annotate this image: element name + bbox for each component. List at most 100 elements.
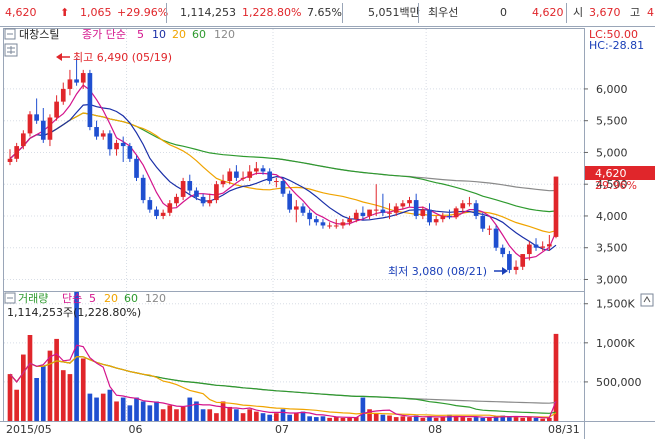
candle-body — [313, 219, 319, 223]
candle-body — [87, 73, 93, 128]
candle-body — [260, 168, 266, 172]
divider — [166, 3, 167, 23]
scroll-up-icon — [643, 296, 651, 303]
scroll-up-icon[interactable] — [640, 293, 654, 307]
volume-bar — [453, 416, 459, 421]
volume-bar — [220, 401, 226, 421]
current-price-tag — [585, 166, 655, 180]
volume-bar — [120, 397, 126, 421]
volume-bar — [187, 397, 193, 421]
volume-bar — [34, 378, 39, 421]
candle-body — [393, 206, 399, 213]
candle-body — [214, 184, 219, 201]
candle-body — [107, 133, 113, 150]
volume-bar — [14, 389, 19, 421]
turnover-rate: 7.65% — [307, 6, 342, 19]
candle-body — [120, 142, 126, 147]
volume-bar — [27, 335, 33, 421]
price-tick-label: 3,500 — [596, 242, 628, 255]
candle-body — [160, 212, 166, 216]
candle-body — [553, 176, 559, 237]
candle-body — [520, 254, 526, 267]
volume-bar — [433, 417, 439, 421]
volume-tick-label: 1,000K — [596, 337, 635, 350]
current-price-tag-text: 4,620 — [595, 167, 627, 180]
candle-body — [387, 212, 392, 214]
volume-bar — [114, 401, 119, 421]
volume-bar — [180, 406, 186, 421]
candle-body — [433, 219, 439, 223]
candle-body — [473, 203, 479, 216]
candle-body — [254, 168, 259, 172]
candle-body — [513, 266, 519, 270]
candle-body — [467, 203, 472, 205]
stock-chart[interactable]: 6,000 5,500 5,000 4,500 4,000 3,500 3,000 1,500… — [0, 27, 655, 439]
candle-body — [347, 219, 352, 223]
volume-bar — [147, 405, 153, 421]
ma-legend-10: 10 — [152, 28, 166, 41]
volume-bar — [513, 417, 519, 421]
volume-bar — [307, 416, 312, 421]
vol-ma-legend-60: 60 — [124, 292, 138, 305]
candle-body — [380, 209, 386, 213]
candle-body — [67, 79, 73, 89]
grid-settings-icon — [7, 46, 15, 54]
volume-bar — [493, 416, 499, 421]
candle-body — [280, 181, 286, 194]
volume-bar — [107, 389, 113, 421]
candle-body — [54, 101, 59, 118]
candle-body — [327, 225, 332, 227]
candle-body — [274, 181, 279, 183]
candle-body — [34, 114, 39, 121]
volume-bars — [7, 292, 559, 421]
price-tick-label: 5,000 — [596, 146, 628, 159]
candle-body — [460, 203, 466, 209]
candle-body — [114, 142, 119, 150]
candle-body — [453, 208, 459, 218]
candle-body — [293, 206, 299, 210]
vol-ma5-line — [9, 344, 557, 419]
volume-bar — [94, 397, 99, 421]
candle-body — [340, 222, 346, 226]
grid — [4, 29, 584, 421]
volume-bar — [447, 414, 452, 421]
candle-body — [134, 158, 139, 178]
volume-current-label: 1,114,253주(1,228.80%) — [7, 306, 141, 319]
best-ask-qty: 0 — [500, 6, 507, 19]
candlesticks — [7, 57, 559, 275]
volume-bar — [174, 409, 179, 421]
vol-ma-legend-5: 5 — [89, 292, 96, 305]
candle-body — [400, 203, 406, 207]
volume-bar — [20, 354, 26, 421]
volume-bar — [60, 370, 66, 421]
candle-body — [420, 209, 426, 216]
candle-body — [74, 79, 79, 83]
volume-bar — [327, 417, 332, 421]
volume-value: 1,114,253 — [180, 6, 236, 19]
volume-bar — [280, 409, 286, 421]
price-tick-label: 4,500 — [596, 178, 628, 191]
volume-tick-label: 1,500K — [596, 298, 635, 311]
divider — [342, 3, 343, 23]
stock-name: 대창스틸 — [19, 28, 59, 41]
candle-body — [507, 254, 512, 270]
candle-body — [27, 114, 33, 134]
candle-body — [447, 215, 452, 218]
volume-bar — [54, 338, 59, 421]
candle-body — [547, 244, 552, 247]
candle-body — [287, 193, 292, 210]
volume-bar — [373, 413, 379, 421]
volume-bar — [214, 413, 219, 421]
volume-bar — [234, 409, 239, 421]
volume-bar — [533, 417, 539, 421]
price-tick-label: 6,000 — [596, 83, 628, 96]
candle-body — [234, 171, 239, 178]
volume-bar — [527, 417, 532, 421]
volume-bar — [320, 416, 326, 421]
price-change: 1,065 — [80, 6, 112, 19]
ma-legend-20: 20 — [172, 28, 186, 41]
high-annotation: 최고 6,490 (05/19) — [56, 51, 172, 64]
candle-body — [527, 244, 532, 255]
candle-body — [493, 228, 499, 248]
volume-bar — [427, 416, 432, 421]
